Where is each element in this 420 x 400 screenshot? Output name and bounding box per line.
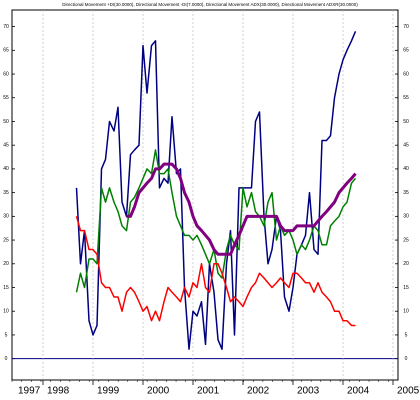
y-tick-label-right: 50 — [403, 119, 409, 125]
series-line — [75, 31, 357, 350]
y-tick-label-right: 55 — [403, 95, 409, 101]
y-tick-label: 45 — [3, 143, 9, 149]
y-tick-label-right: 40 — [403, 166, 409, 172]
y-tick-label-right: 65 — [403, 48, 409, 54]
x-tick-label: 2004 — [347, 386, 370, 397]
y-tick-label: 30 — [3, 214, 9, 220]
y-tick-label-right: 15 — [403, 285, 409, 291]
x-tick-label: 1998 — [47, 386, 70, 397]
y-tick-label: 5 — [5, 332, 8, 338]
y-tick-label-right: 20 — [403, 261, 409, 267]
y-tick-label-right: 0 — [405, 356, 408, 362]
y-tick-label: 70 — [3, 24, 9, 30]
x-tick-label: 2001 — [197, 386, 220, 397]
series-line — [75, 149, 357, 293]
series-line — [126, 162, 357, 256]
y-tick-label: 15 — [3, 285, 9, 291]
y-tick-label-right: 5 — [405, 332, 408, 338]
y-tick-label-right: 10 — [403, 309, 409, 315]
series-line — [75, 216, 356, 327]
y-tick-label-right: 25 — [403, 237, 409, 243]
chart-title: Directional Movement +DI(30.0000), Direc… — [62, 2, 358, 7]
y-tick-label: 0 — [5, 356, 8, 362]
x-tick-label: 2000 — [147, 386, 170, 397]
y-tick-label-right: 70 — [403, 24, 409, 30]
y-tick-label: 60 — [3, 71, 9, 77]
x-tick-label: 1999 — [97, 386, 120, 397]
y-tick-label: 10 — [3, 309, 9, 315]
x-tick-label: 1997 — [18, 386, 41, 397]
y-tick-label: 65 — [3, 48, 9, 54]
y-tick-label-right: 60 — [403, 71, 409, 77]
y-tick-label-right: 30 — [403, 214, 409, 220]
x-tick-label: 2005 — [397, 386, 420, 397]
x-tick-label: 2003 — [297, 386, 320, 397]
y-tick-label-right: 35 — [403, 190, 409, 196]
x-tick-label: 2002 — [247, 386, 270, 397]
y-tick-label: 25 — [3, 237, 9, 243]
y-tick-label: 40 — [3, 166, 9, 172]
y-tick-label: 35 — [3, 190, 9, 196]
y-tick-label-right: 45 — [403, 143, 409, 149]
y-tick-label: 55 — [3, 95, 9, 101]
y-tick-label: 50 — [3, 119, 9, 125]
y-tick-label: 20 — [3, 261, 9, 267]
